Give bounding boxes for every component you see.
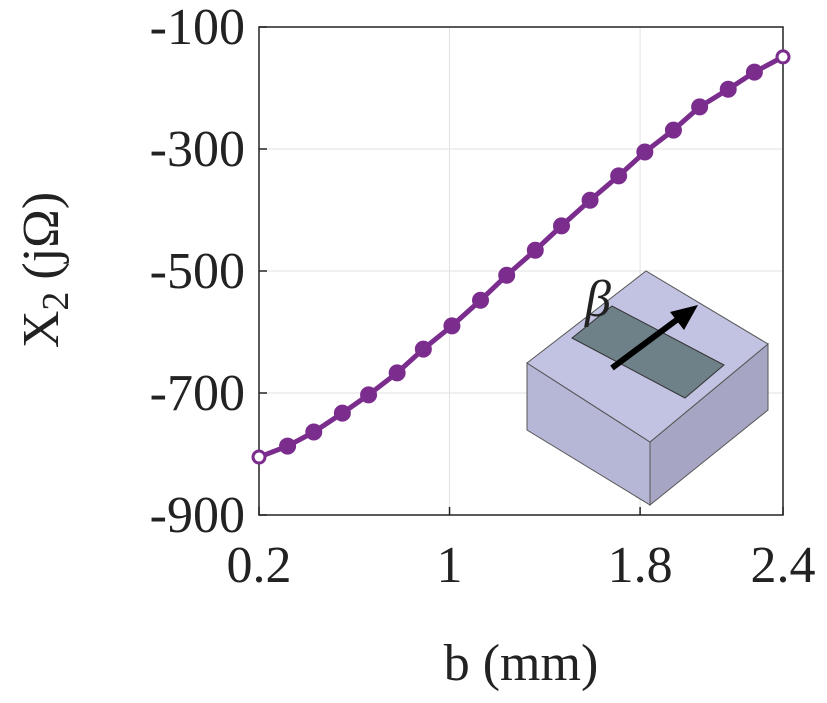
data-point (414, 340, 432, 358)
data-point (251, 449, 267, 465)
data-point (498, 266, 516, 284)
y-label-subscript: 2 (35, 292, 77, 311)
data-point (664, 121, 682, 139)
x-axis-label: b (mm) (444, 635, 599, 692)
y-tick-label: -700 (150, 365, 245, 422)
x-tick-label: 1.8 (608, 537, 673, 594)
data-point (472, 291, 490, 309)
data-point (526, 241, 544, 259)
data-point (552, 217, 570, 235)
data-point (775, 49, 791, 65)
data-point (636, 143, 654, 161)
y-tick-label: -300 (150, 121, 245, 178)
data-point (745, 63, 763, 81)
strip (571, 305, 725, 399)
y-axis-label: X2 (jΩ) (13, 192, 77, 348)
data-point (610, 167, 628, 185)
y-tick-label: -100 (150, 0, 245, 56)
y-tick-label: -900 (150, 487, 245, 544)
data-point (388, 364, 406, 382)
data-point (581, 191, 599, 209)
arrow-head (670, 305, 698, 330)
data-point (333, 404, 351, 422)
data-point (360, 386, 378, 404)
y-label-main: X (13, 311, 70, 349)
y-tick-label: -500 (150, 243, 245, 300)
data-point (279, 437, 297, 455)
annotation: β (584, 271, 611, 328)
data-point (305, 423, 323, 441)
data-point (443, 317, 461, 335)
x-tick-label: 2.4 (751, 537, 816, 594)
inset-diagram: β (526, 270, 769, 507)
x-tick-label: 0.2 (227, 537, 292, 594)
x-tick-label: 1 (437, 537, 463, 594)
data-point (691, 98, 709, 116)
arrow (610, 313, 684, 371)
y-label-suffix: (jΩ) (13, 192, 70, 280)
data-point (719, 80, 737, 98)
axes-box (258, 26, 784, 516)
